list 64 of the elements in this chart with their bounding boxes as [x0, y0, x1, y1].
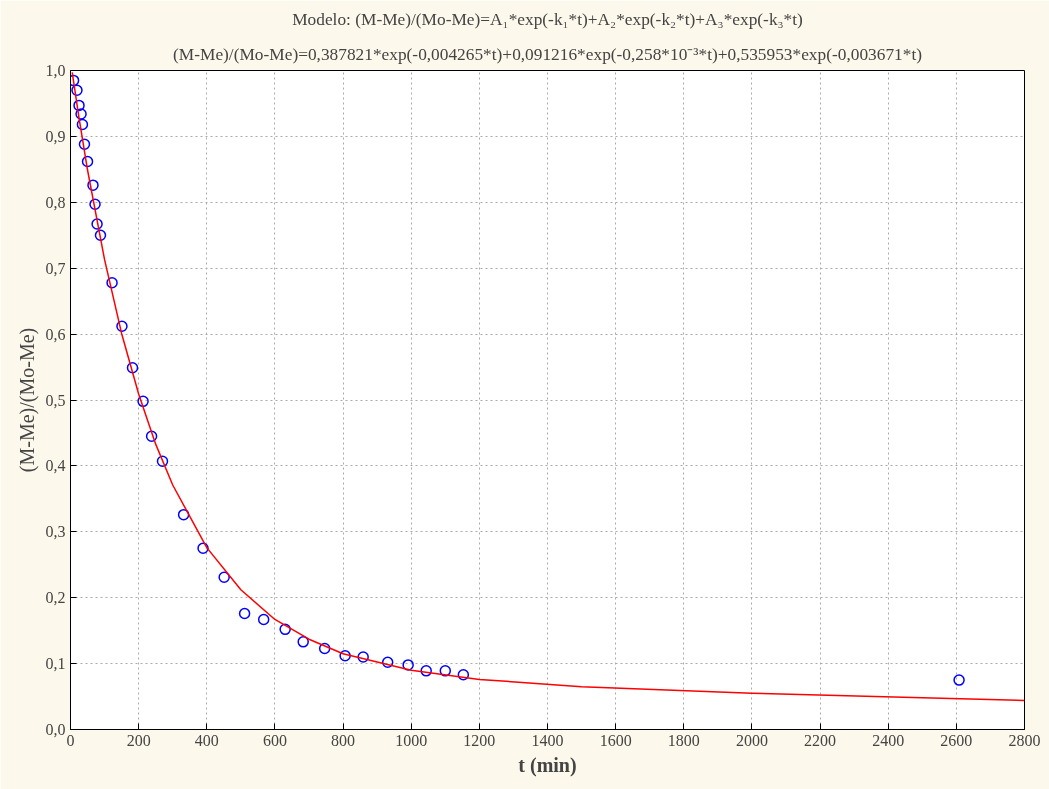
y-tick-label: 0,2	[45, 589, 66, 607]
point	[457, 669, 470, 681]
y-tick-label: 0,8	[45, 193, 66, 211]
point	[439, 665, 452, 677]
point	[81, 155, 94, 168]
point	[420, 665, 432, 677]
chart-subtitle: (M-Me)/(Mo-Me)=0,387821*exp(-0,004265*t)+0,091216*exp(-0,258*10⁻³*t)+0,535953*exp(-0,003671*t)	[173, 44, 923, 64]
point	[76, 118, 89, 131]
point	[177, 508, 190, 521]
point	[381, 656, 394, 669]
point	[126, 361, 139, 374]
line-series	[71, 71, 1025, 702]
y-tick-label: 0,3	[45, 523, 66, 541]
x-tick-label: 2200	[804, 731, 837, 749]
point	[137, 395, 149, 408]
point	[89, 198, 101, 211]
point	[953, 674, 965, 686]
y-tick-label: 0,1	[45, 655, 66, 673]
x-tick-label: 1800	[667, 731, 700, 749]
point	[73, 99, 85, 112]
x-tick-label: 1400	[531, 731, 564, 749]
x-tick-label: 600	[262, 731, 287, 749]
point	[78, 138, 91, 151]
point	[87, 179, 99, 191]
x-tick-label: 200	[126, 731, 151, 749]
point	[339, 649, 351, 662]
x-tick-label: 1000	[395, 731, 428, 749]
point	[402, 659, 414, 671]
y-axis-title: (M-Me)/(Mo-Me)	[15, 327, 39, 473]
point	[106, 276, 118, 289]
chart-title: Modelo: (M-Me)/(Mo-Me)=A₁*exp(-k₁*t)+A₂*exp(-k₂*t)+A₃*exp(-k₃*t)	[292, 9, 804, 29]
point	[156, 455, 169, 468]
point	[71, 84, 83, 97]
x-tick-label: 0	[66, 731, 75, 749]
x-tick-label: 2400	[872, 731, 905, 749]
point	[257, 613, 270, 626]
point	[145, 430, 158, 442]
point	[91, 218, 103, 230]
x-axis-title: t (min)	[518, 753, 577, 777]
point	[297, 636, 309, 648]
x-tick-label: 2800	[1008, 731, 1041, 749]
y-tick-label: 0,9	[45, 127, 66, 145]
point	[75, 108, 87, 120]
y-tick-label: 0,5	[45, 391, 66, 409]
x-tick-label: 400	[194, 731, 219, 749]
x-tick-label: 2600	[940, 731, 973, 749]
point	[70, 74, 80, 87]
point	[238, 607, 251, 620]
x-tick-label: 1200	[463, 731, 496, 749]
y-tick-label: 0,4	[45, 457, 66, 475]
y-tick-label: 0,6	[45, 325, 66, 343]
x-tick-label: 2000	[735, 731, 768, 749]
x-tick-label: 800	[331, 731, 356, 749]
y-tick-label: 1,0	[45, 62, 66, 79]
point	[318, 642, 331, 655]
point	[279, 623, 291, 636]
y-tick-label: 0,0	[45, 721, 66, 738]
point	[116, 320, 128, 332]
y-tick-label: 0,7	[45, 259, 66, 277]
point	[197, 542, 209, 555]
x-tick-label: 1600	[599, 731, 632, 749]
point	[94, 229, 107, 241]
point	[357, 651, 369, 663]
point	[218, 571, 230, 584]
